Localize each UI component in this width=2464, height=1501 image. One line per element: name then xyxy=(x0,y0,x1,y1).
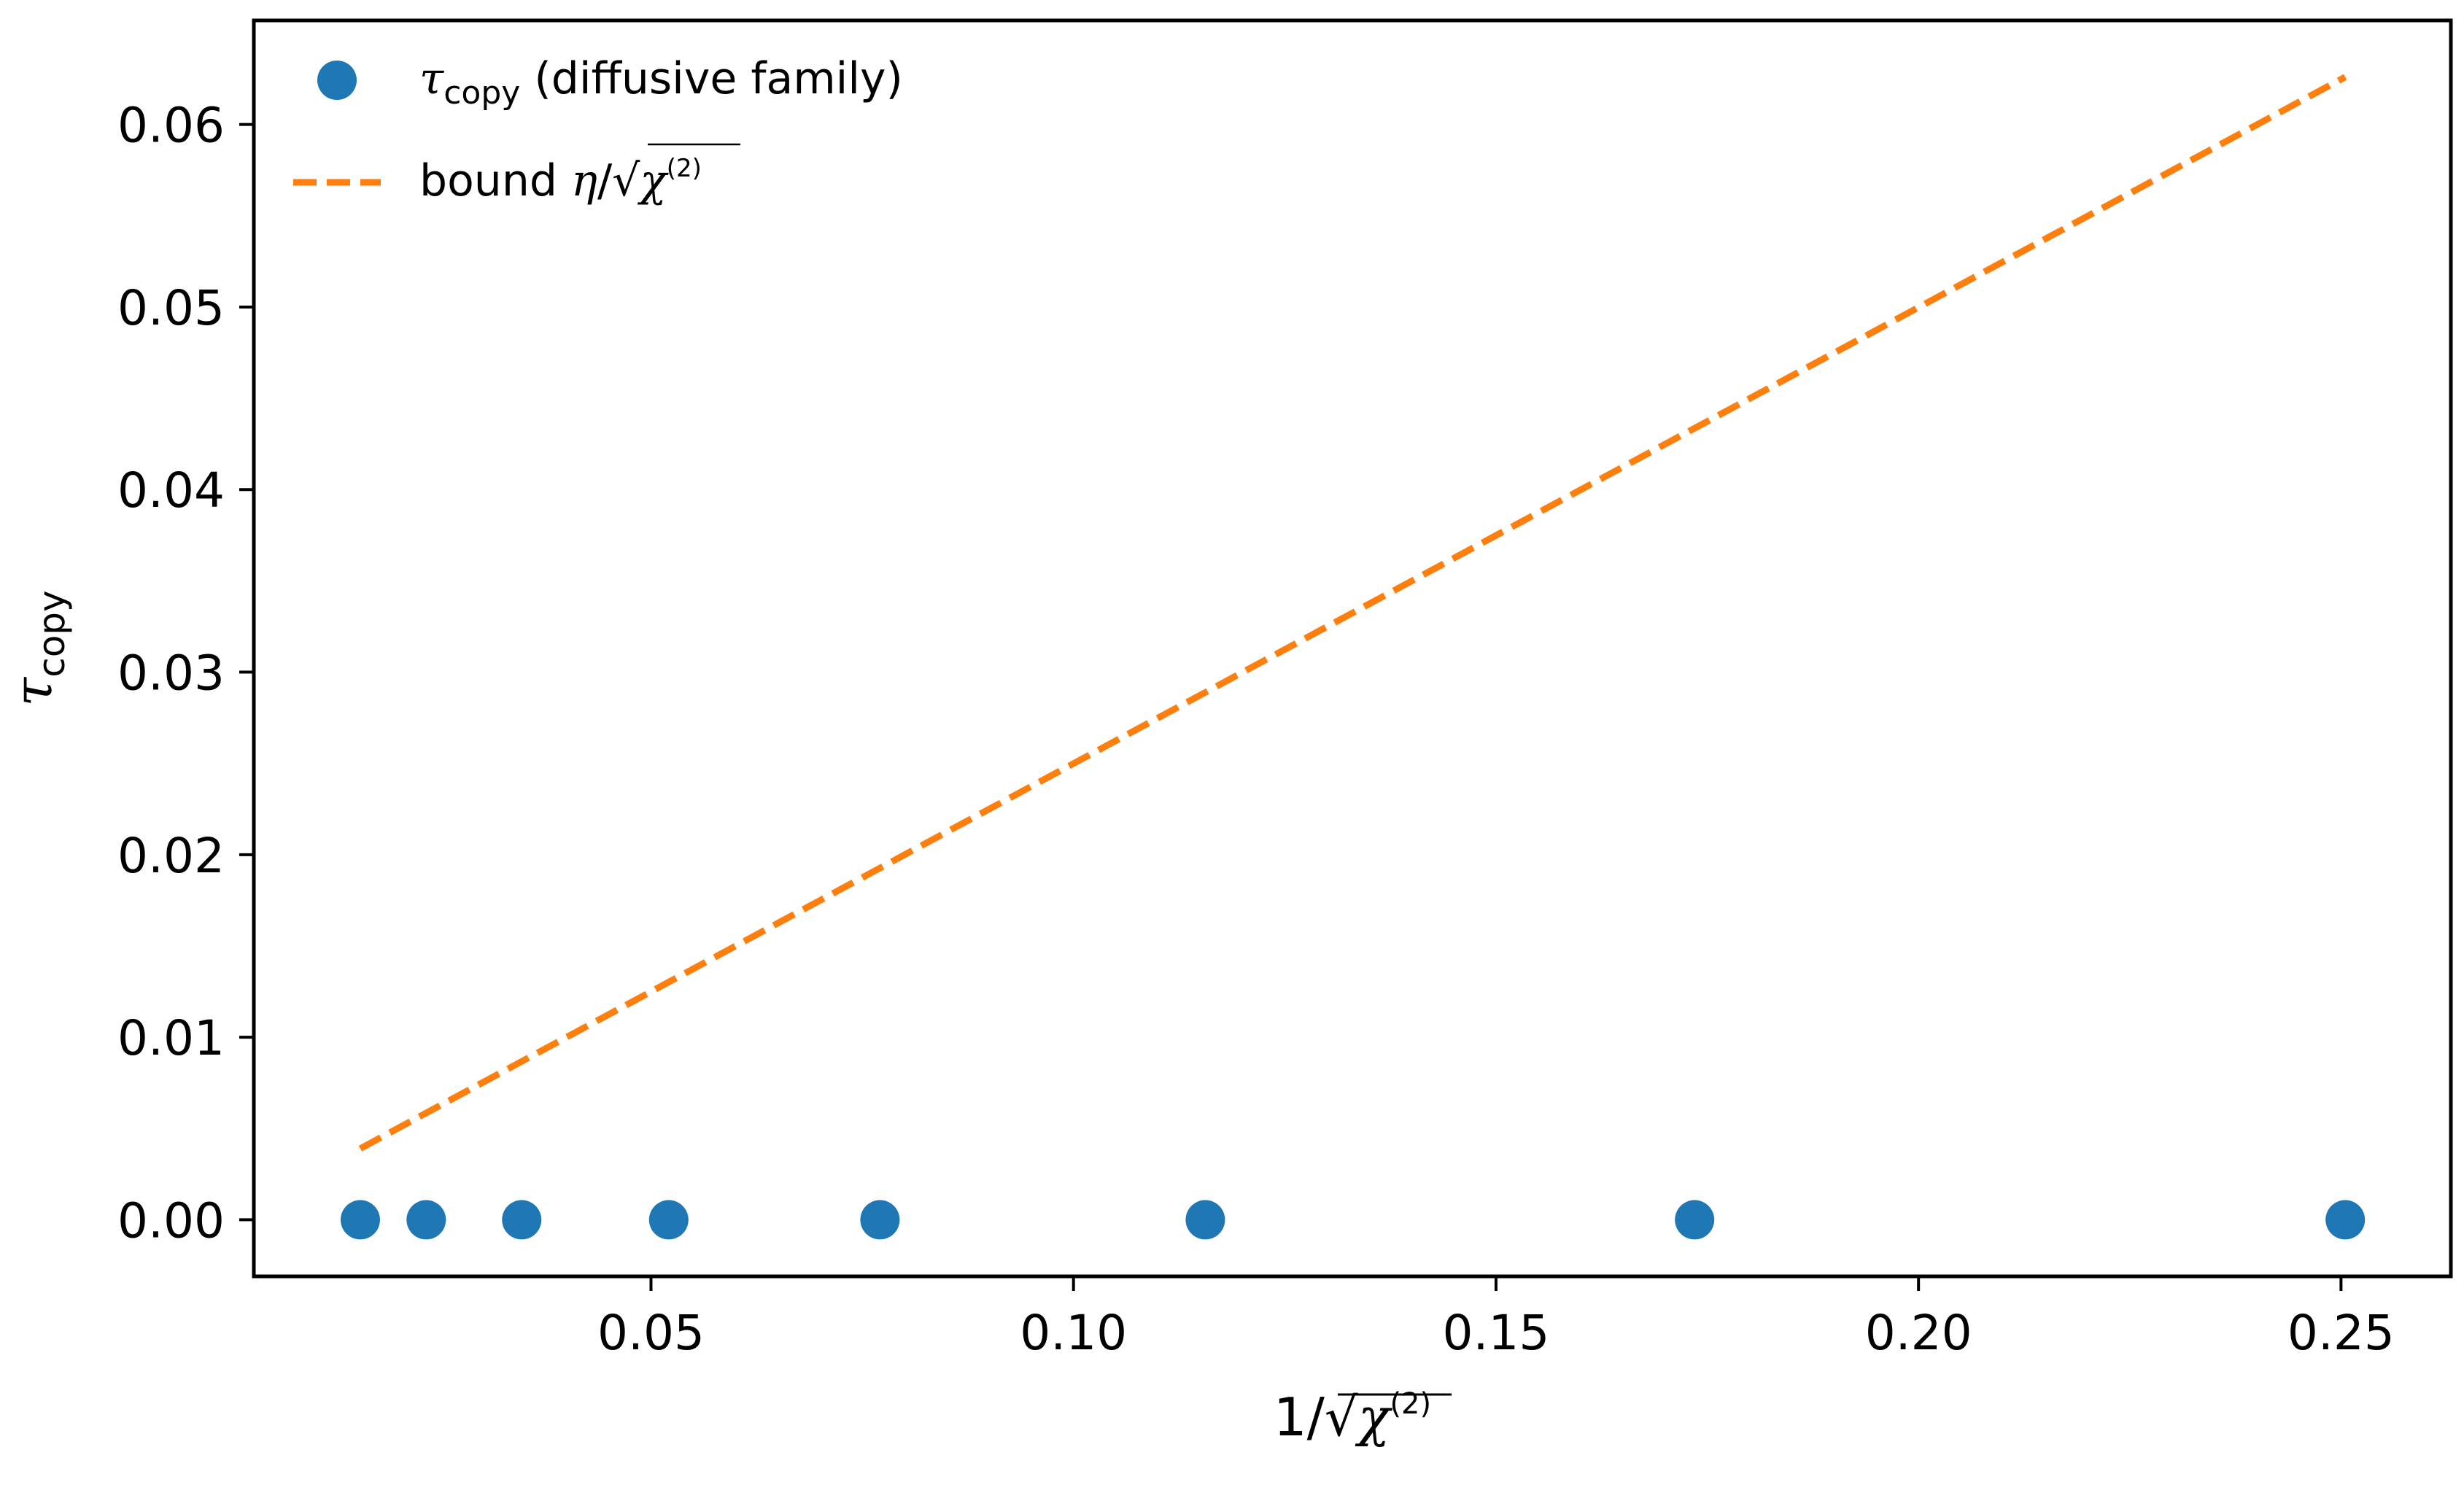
series-layer xyxy=(340,74,2366,1240)
y-axis-title-subscript: copy xyxy=(31,590,73,677)
y-axis-title-symbol: τ xyxy=(2,677,63,707)
data-point xyxy=(502,1200,542,1240)
x-tick-label: 0.05 xyxy=(597,1305,705,1361)
x-tick-label: 0.20 xyxy=(1865,1305,1972,1361)
x-axis-title-symbol: χ xyxy=(1355,1386,1393,1448)
y-tick-label: 0.01 xyxy=(117,1010,225,1066)
legend-label-line-text: bound xyxy=(419,155,571,206)
x-axis-title: 1/√χ(2) xyxy=(1274,1386,1452,1448)
legend-label-scatter-subscript: copy xyxy=(443,74,520,112)
data-point xyxy=(406,1200,446,1240)
data-point xyxy=(1675,1200,1715,1240)
x-axis-title-superscript: (2) xyxy=(1390,1387,1431,1421)
y-tick-label: 0.02 xyxy=(117,828,225,884)
y-tick-label: 0.04 xyxy=(117,462,225,519)
x-tick-label: 0.10 xyxy=(1020,1305,1127,1361)
legend-label-line-symbol2: χ xyxy=(637,155,669,206)
data-point xyxy=(1185,1200,1225,1240)
legend: τcopy (diffusive family) bound η/√χ(2) xyxy=(293,53,903,206)
plot-frame xyxy=(252,18,2453,1279)
x-tick-label: 0.25 xyxy=(2287,1305,2395,1361)
svg-text:τcopy: τcopy xyxy=(2,590,73,706)
y-tick-label: 0.05 xyxy=(117,280,225,336)
data-point xyxy=(340,1200,380,1240)
legend-label-scatter-text: (diffusive family) xyxy=(520,53,903,104)
data-point xyxy=(2325,1200,2366,1240)
y-tick-label: 0.00 xyxy=(117,1192,225,1249)
legend-label-line-superscript: (2) xyxy=(667,154,702,183)
legend-marker-scatter xyxy=(317,61,357,100)
y-tick-label: 0.06 xyxy=(117,98,225,154)
legend-label-scatter-symbol: τ xyxy=(419,53,444,104)
legend-label-line-mid: /√ xyxy=(597,155,640,206)
legend-label-line-symbol: η xyxy=(571,155,597,206)
legend-label-line: bound η/√χ(2) xyxy=(419,154,702,206)
ticks-layer: 0.05 0.10 0.15 0.20 0.25 0.00 0.01 0.02 0.03 0.04… xyxy=(117,98,2395,1361)
x-tick-label: 0.15 xyxy=(1442,1305,1549,1361)
y-axis-title: τcopy xyxy=(2,590,73,706)
x-axis-title-prefix: 1/√ xyxy=(1274,1386,1358,1448)
svg-text:1/√χ(2): 1/√χ(2) xyxy=(1274,1386,1431,1448)
y-tick-label: 0.03 xyxy=(117,645,225,702)
legend-label-scatter: τcopy (diffusive family) xyxy=(419,53,903,112)
bound-line xyxy=(358,74,2347,1152)
data-point xyxy=(860,1200,900,1240)
data-point xyxy=(648,1200,689,1240)
